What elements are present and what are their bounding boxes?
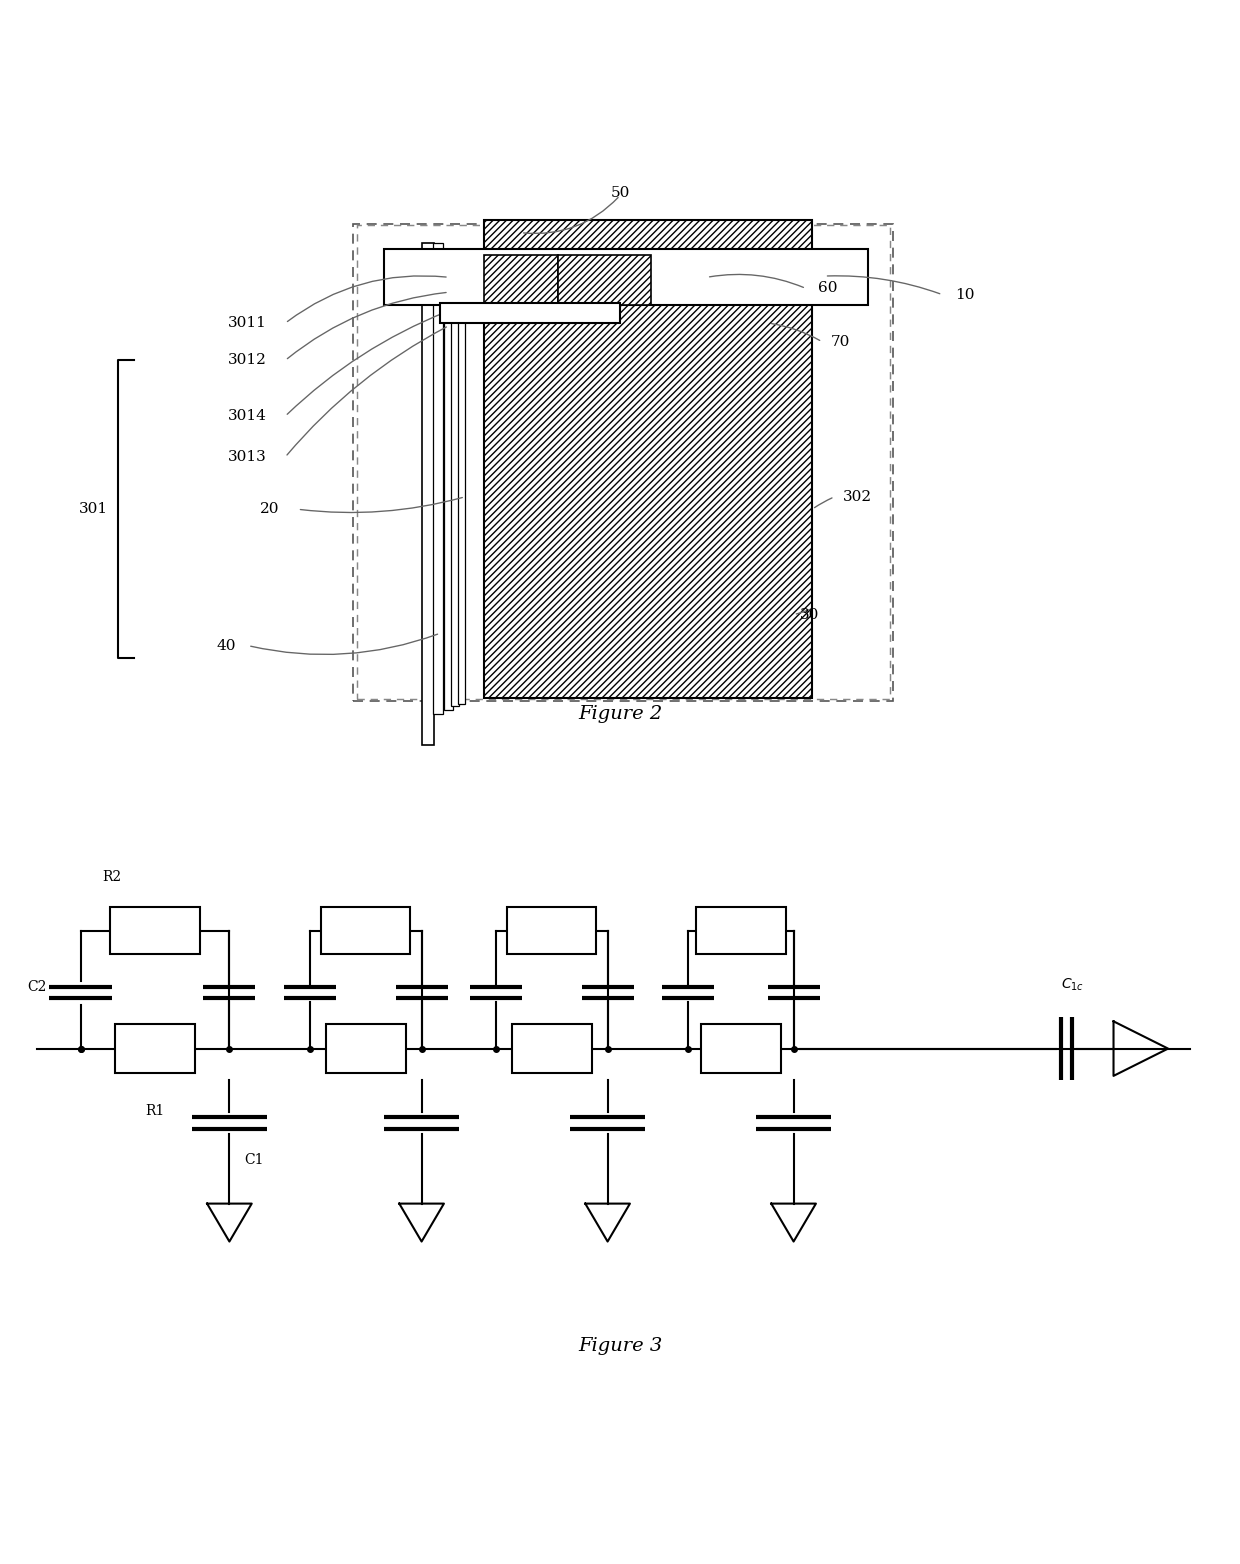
Text: 20: 20 bbox=[259, 502, 279, 516]
Bar bbox=[321, 907, 410, 954]
Text: 70: 70 bbox=[831, 335, 851, 349]
Text: 10: 10 bbox=[955, 288, 975, 302]
Text: Figure 3: Figure 3 bbox=[578, 1337, 662, 1354]
Bar bbox=[697, 907, 786, 954]
Bar bbox=[511, 1024, 593, 1073]
Bar bbox=[110, 907, 200, 954]
Bar bbox=[444, 253, 453, 710]
Text: C1: C1 bbox=[244, 1153, 264, 1167]
Text: 3013: 3013 bbox=[228, 450, 267, 465]
Bar bbox=[326, 1024, 407, 1073]
Text: R1: R1 bbox=[145, 1104, 165, 1118]
Bar bbox=[451, 260, 459, 707]
Bar bbox=[384, 249, 868, 305]
Text: 302: 302 bbox=[843, 490, 872, 504]
Bar bbox=[701, 1024, 781, 1073]
Text: $C_{1c}$: $C_{1c}$ bbox=[1061, 976, 1084, 993]
Text: 60: 60 bbox=[818, 282, 838, 296]
Bar bbox=[484, 221, 812, 698]
Bar bbox=[558, 255, 651, 305]
Bar bbox=[422, 242, 434, 744]
Bar bbox=[507, 907, 596, 954]
Text: 3011: 3011 bbox=[228, 316, 267, 330]
Bar bbox=[114, 1024, 196, 1073]
Text: 3014: 3014 bbox=[228, 410, 267, 424]
Text: 3012: 3012 bbox=[228, 353, 267, 368]
Bar bbox=[484, 255, 558, 317]
Bar bbox=[357, 225, 890, 699]
Text: Figure 2: Figure 2 bbox=[578, 705, 662, 723]
Text: 30: 30 bbox=[800, 607, 820, 621]
Text: 40: 40 bbox=[216, 638, 236, 652]
Text: R2: R2 bbox=[102, 870, 122, 884]
Text: 301: 301 bbox=[78, 502, 108, 516]
Bar bbox=[433, 242, 443, 713]
Bar bbox=[458, 264, 465, 704]
Text: C2: C2 bbox=[27, 979, 47, 993]
Bar bbox=[353, 224, 893, 701]
Text: 50: 50 bbox=[610, 186, 630, 200]
Bar bbox=[440, 303, 620, 324]
